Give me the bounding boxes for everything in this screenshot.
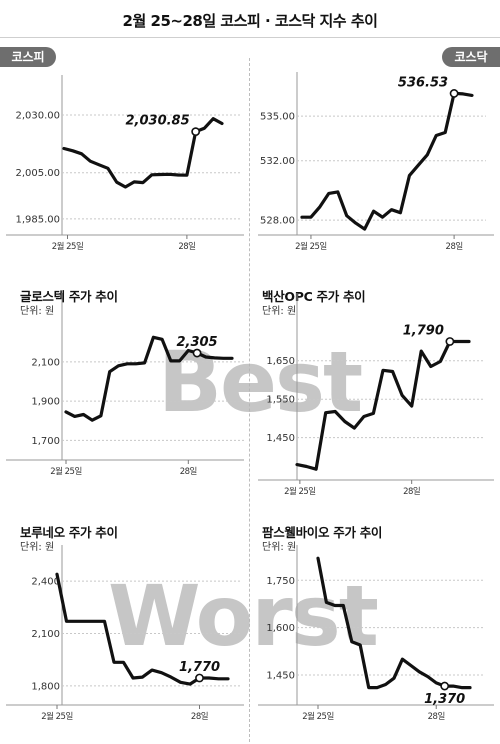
glostech-x-tick-label: 28일 — [180, 467, 197, 477]
glostech-x-tick-label: 2월 25일 — [50, 466, 82, 477]
kosdaq-y-tick-label: 528.00 — [260, 216, 295, 227]
borneo-y-tick-label: 1,800 — [31, 681, 60, 692]
borneo-x-tick-label: 2월 25일 — [41, 711, 73, 722]
baeksan-opc-y-tick-label: 1,650 — [266, 356, 295, 367]
best-watermark: Best — [158, 333, 363, 431]
borneo-highlight-marker — [195, 673, 204, 683]
kospi-y-tick-label: 1,985.00 — [15, 214, 60, 225]
palmswell-bio-highlight-marker — [440, 681, 450, 691]
baeksan-opc-highlight-marker — [445, 337, 455, 346]
baeksan-opc-x-tick-label: 2월 25일 — [284, 486, 316, 497]
page-title: 2월 25~28일 코스피 · 코스닥 지수 추이 — [122, 12, 378, 30]
borneo-x-tick-label: 28일 — [191, 712, 208, 722]
baeksan-opc-y-tick-label: 1,550 — [266, 395, 295, 406]
kosdaq-tag: 코스닥 — [442, 47, 500, 67]
kosdaq-highlight-label: 536.53 — [398, 75, 448, 90]
palmswell-bio-x-tick-label: 2월 25일 — [302, 711, 334, 722]
palmswell-bio-title: 팜스웰바이오 주가 추이 — [262, 525, 383, 540]
palmswell-bio-unit: 단위: 원 — [262, 542, 297, 553]
palmswell-bio-series-line — [316, 556, 472, 690]
kospi-tag: 코스피 — [0, 47, 56, 67]
kosdaq-y-tick-label: 532.00 — [260, 156, 295, 167]
palmswell-bio-highlight-label: 1,370 — [424, 692, 465, 707]
borneo-title: 보루네오 주가 추이 — [20, 525, 118, 540]
kosdaq-x-tick-label: 28일 — [446, 242, 463, 252]
worst-watermark: Worst — [108, 567, 379, 665]
palmswell-bio-y-tick-label: 1,600 — [266, 623, 295, 634]
baeksan-opc-x-tick-label: 28일 — [403, 487, 420, 497]
glostech-highlight-label: 2,305 — [176, 335, 217, 350]
glostech-y-tick-label: 2,100 — [31, 357, 60, 368]
palmswell-bio-y-tick-label: 1,450 — [266, 671, 295, 682]
borneo-unit: 단위: 원 — [20, 542, 55, 553]
kosdaq-y-tick-label: 535.00 — [260, 112, 295, 123]
kospi-x-tick-label: 28일 — [178, 242, 195, 252]
kospi-x-tick-label: 2월 25일 — [52, 241, 84, 252]
glostech-unit: 단위: 원 — [20, 306, 55, 317]
palmswell-bio-y-tick-label: 1,750 — [266, 576, 295, 587]
glostech-title: 글로스텍 주가 추이 — [20, 289, 118, 304]
kospi-y-tick-label: 2,005.00 — [15, 168, 60, 179]
column-divider — [249, 58, 250, 742]
kospi-highlight-marker — [191, 127, 201, 137]
baeksan-opc-highlight-label: 1,790 — [403, 323, 444, 338]
baeksan-opc-y-tick-label: 1,450 — [266, 433, 295, 444]
baeksan-opc-title: 백산OPC 주가 추이 — [262, 289, 366, 304]
glostech-y-tick-label: 1,700 — [31, 436, 60, 447]
glostech-y-tick-label: 1,900 — [31, 397, 60, 408]
title-divider — [0, 37, 500, 38]
glostech-highlight-marker — [192, 348, 202, 358]
borneo-y-tick-label: 2,400 — [31, 577, 60, 588]
kospi-highlight-label: 2,030.85 — [126, 114, 190, 129]
glostech-series-line — [64, 335, 234, 422]
kosdaq-highlight-marker — [449, 89, 459, 98]
borneo-highlight-label: 1,770 — [179, 660, 220, 675]
kosdaq-x-tick-label: 2월 25일 — [295, 241, 327, 252]
kospi-y-tick-label: 2,030.00 — [15, 111, 60, 122]
kosdaq-series-line — [300, 91, 474, 231]
baeksan-opc-series-line — [295, 339, 471, 471]
baeksan-opc-unit: 단위: 원 — [262, 306, 297, 317]
palmswell-bio-x-tick-label: 28일 — [428, 712, 445, 722]
borneo-y-tick-label: 2,100 — [31, 629, 60, 640]
